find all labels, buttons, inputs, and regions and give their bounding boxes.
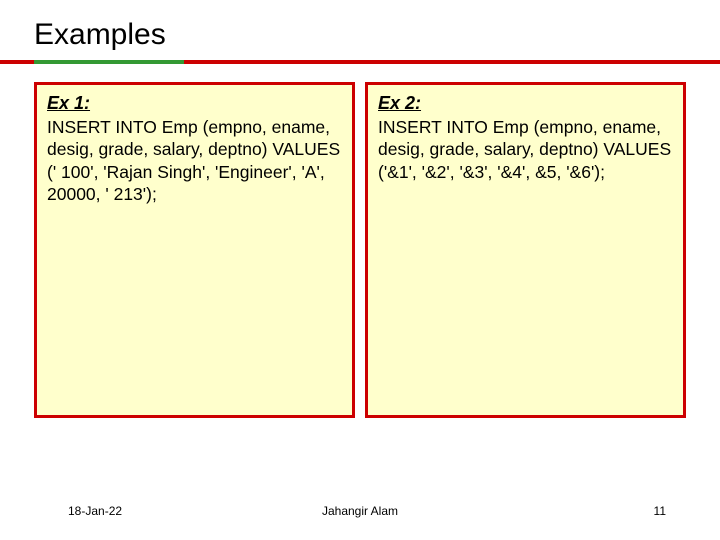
title-rule [0, 60, 720, 64]
example-heading: Ex 1: [47, 93, 342, 114]
footer-page: 11 [654, 504, 666, 518]
content-area: Ex 1: INSERT INTO Emp (empno, ename, des… [0, 64, 720, 418]
example-box-1: Ex 1: INSERT INTO Emp (empno, ename, des… [34, 82, 355, 418]
example-body: INSERT INTO Emp (empno, ename, desig, gr… [47, 116, 342, 206]
footer-date: 18-Jan-22 [68, 504, 122, 518]
footer: 18-Jan-22 Jahangir Alam 11 [0, 504, 720, 518]
example-body: INSERT INTO Emp (empno, ename, desig, gr… [378, 116, 673, 183]
slide-title: Examples [34, 18, 720, 52]
footer-author: Jahangir Alam [322, 504, 398, 518]
example-box-2: Ex 2: INSERT INTO Emp (empno, ename, des… [365, 82, 686, 418]
example-heading: Ex 2: [378, 93, 673, 114]
